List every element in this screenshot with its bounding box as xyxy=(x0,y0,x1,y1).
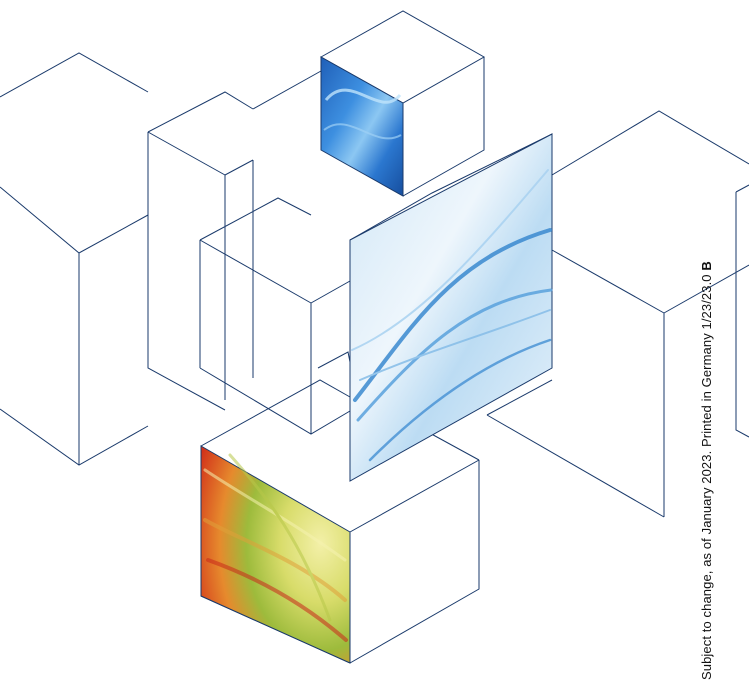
legal-note: Subject to change, as of January 2023. P… xyxy=(699,261,714,680)
blue-swirl-face-large xyxy=(349,133,553,482)
wireframe-lines xyxy=(0,10,749,664)
blue-swirl-face-small xyxy=(320,56,404,197)
legal-note-text: Subject to change, as of January 2023. P… xyxy=(699,270,714,680)
legal-note-bold: B xyxy=(699,261,714,271)
